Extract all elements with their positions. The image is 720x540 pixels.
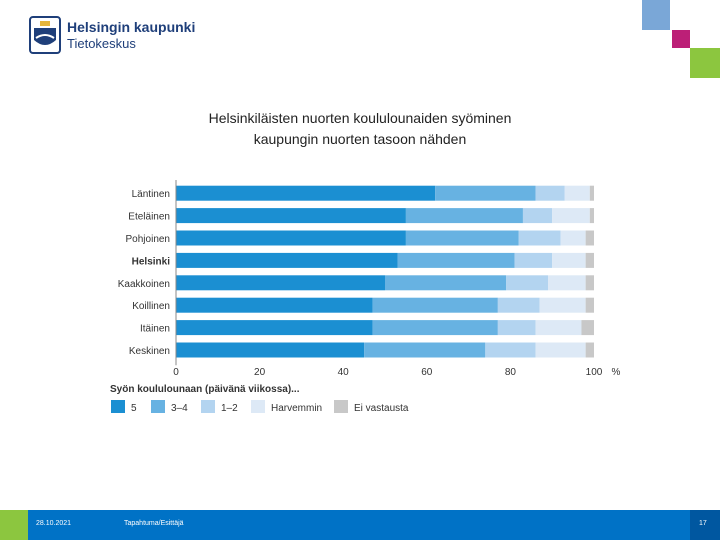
bar-segment xyxy=(585,342,594,358)
legend-swatch xyxy=(251,400,265,413)
legend-swatch xyxy=(111,400,125,413)
bar-segment xyxy=(560,230,586,246)
footer-date: 28.10.2021 xyxy=(36,520,72,527)
bar-segment xyxy=(585,252,594,268)
category-label: Pohjoinen xyxy=(126,234,170,245)
bar-segment xyxy=(514,252,553,268)
legend-swatch xyxy=(334,400,348,413)
category-label: Helsinki xyxy=(132,256,171,267)
bar-segment xyxy=(581,320,594,336)
category-label: Kaakkoinen xyxy=(118,279,170,290)
bar-segment xyxy=(522,208,553,224)
bar-segment xyxy=(176,342,365,358)
legend-label: 1–2 xyxy=(221,403,238,414)
legend-label: Ei vastausta xyxy=(354,403,409,414)
x-axis-unit: % xyxy=(612,367,621,378)
bar-segment xyxy=(372,320,498,336)
legend-swatch xyxy=(151,400,165,413)
footer-page-box xyxy=(690,510,720,540)
x-tick-label: 40 xyxy=(338,367,350,378)
bar-segment xyxy=(548,275,586,291)
bar-segment xyxy=(564,185,590,201)
legend-label: 3–4 xyxy=(171,403,188,414)
legend-label: 5 xyxy=(131,403,137,414)
bar-segment xyxy=(506,275,549,291)
bar-segment xyxy=(485,342,536,358)
bar-segment xyxy=(385,275,507,291)
stacked-bar-chart: Läntinen Eteläinen Pohjoinen Helsinki Kaakko… xyxy=(110,180,621,414)
helsinki-logo xyxy=(29,16,61,54)
bar-segment xyxy=(497,297,540,313)
bar-segment xyxy=(518,230,561,246)
footer-accent-green xyxy=(0,510,28,540)
decor-square-green xyxy=(690,48,720,78)
legend-label: Harvemmin xyxy=(271,403,322,414)
bar-segment xyxy=(552,208,590,224)
bar-segment xyxy=(585,230,594,246)
logo-title: Helsingin kaupunki xyxy=(67,19,196,35)
bar-segment xyxy=(364,342,486,358)
bar-segment xyxy=(589,208,594,224)
decor-square-white xyxy=(690,0,720,30)
bar-segment xyxy=(535,320,582,336)
bar-segment xyxy=(176,320,373,336)
x-tick-label: 0 xyxy=(173,367,179,378)
bar-segment xyxy=(435,185,536,201)
decor-square-magenta xyxy=(672,30,690,48)
x-tick-label: 60 xyxy=(421,367,433,378)
bar-segment xyxy=(405,208,523,224)
bar-segment xyxy=(176,230,406,246)
bar-segment xyxy=(585,297,594,313)
footer-page-number: 17 xyxy=(699,520,707,527)
x-tick-label: 80 xyxy=(505,367,517,378)
legend-title: Syön koululounaan (päivänä viikossa)... xyxy=(110,384,300,395)
bar-segment xyxy=(535,185,565,201)
bar-segment xyxy=(589,185,594,201)
x-tick-label: 100 xyxy=(586,367,603,378)
decor-square-lightblue xyxy=(642,0,670,30)
bar-segment xyxy=(176,185,436,201)
bar-segment xyxy=(372,297,498,313)
footer-bar xyxy=(0,510,720,540)
chart-title-line2: kaupungin nuorten tasoon nähden xyxy=(253,131,467,147)
bar-segment xyxy=(539,297,586,313)
bar-segment xyxy=(176,208,406,224)
legend-swatch xyxy=(201,400,215,413)
chart-title: Helsinkiläisten nuorten koululounaiden s… xyxy=(100,108,620,150)
category-label: Koillinen xyxy=(132,301,170,312)
bar-segment xyxy=(585,275,594,291)
logo-subtitle: Tietokeskus xyxy=(67,36,136,51)
bar-segment xyxy=(176,297,373,313)
bar-segment xyxy=(497,320,536,336)
category-label: Eteläinen xyxy=(128,212,170,223)
bar-segment xyxy=(176,275,385,291)
footer-title: Tapahtuma/Esittäjä xyxy=(124,520,184,527)
category-label: Itäinen xyxy=(140,324,170,335)
bar-segment xyxy=(535,342,586,358)
chart-title-line1: Helsinkiläisten nuorten koululounaiden s… xyxy=(208,110,512,126)
x-tick-label: 20 xyxy=(254,367,266,378)
bar-segment xyxy=(405,230,519,246)
bar-segment xyxy=(176,252,398,268)
category-label: Keskinen xyxy=(129,346,170,357)
bar-segment xyxy=(552,252,586,268)
bar-segment xyxy=(397,252,515,268)
category-label: Läntinen xyxy=(132,189,170,200)
